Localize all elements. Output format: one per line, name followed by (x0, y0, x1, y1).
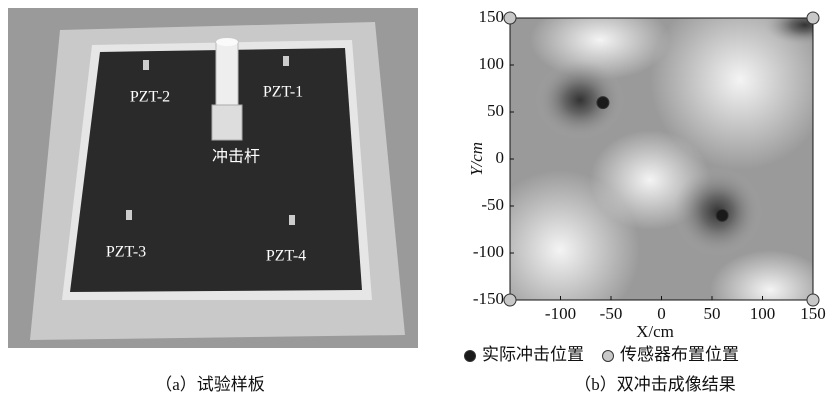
legend-marker (603, 351, 614, 362)
photo-label: 冲击杆 (212, 148, 260, 166)
y-tick-label: -100 (473, 242, 504, 261)
y-axis-label: Y/cm (467, 142, 486, 176)
y-tick-label: -150 (473, 289, 504, 308)
caption: （b）双冲击成像结果 (574, 375, 736, 394)
point (807, 12, 819, 24)
photo-label: PZT-4 (266, 248, 306, 265)
x-tick-label: -100 (545, 304, 576, 323)
point (504, 12, 516, 24)
photo-label: PZT-3 (106, 244, 146, 261)
point (807, 294, 819, 306)
y-tick-label: 50 (487, 101, 504, 120)
y-tick-label: 100 (479, 54, 505, 73)
point (504, 294, 516, 306)
legend-label: 实际冲击位置 (482, 345, 584, 364)
caption: （a）试验样板 (155, 375, 265, 394)
figure: Y/cm X/cm （a）试验样板 （b）双冲击成像结果 PZT-2 PZT-1 冲… (0, 0, 831, 406)
photo-label: PZT-2 (130, 89, 170, 106)
y-tick-label: 150 (479, 7, 505, 26)
x-tick-label: 150 (800, 304, 826, 323)
photo (8, 8, 418, 348)
x-axis-label: X/cm (636, 322, 674, 341)
legend-label: 传感器布置位置 (620, 345, 739, 364)
photo-label: PZT-1 (263, 84, 303, 101)
x-tick-label: 50 (704, 304, 721, 323)
x-tick-label: 100 (750, 304, 776, 323)
x-tick-label: 0 (657, 304, 666, 323)
legend-marker (465, 351, 476, 362)
y-tick-label: -50 (481, 195, 504, 214)
x-tick-label: -50 (600, 304, 623, 323)
y-tick-label: 0 (496, 148, 505, 167)
point (716, 209, 728, 221)
point (597, 97, 609, 109)
